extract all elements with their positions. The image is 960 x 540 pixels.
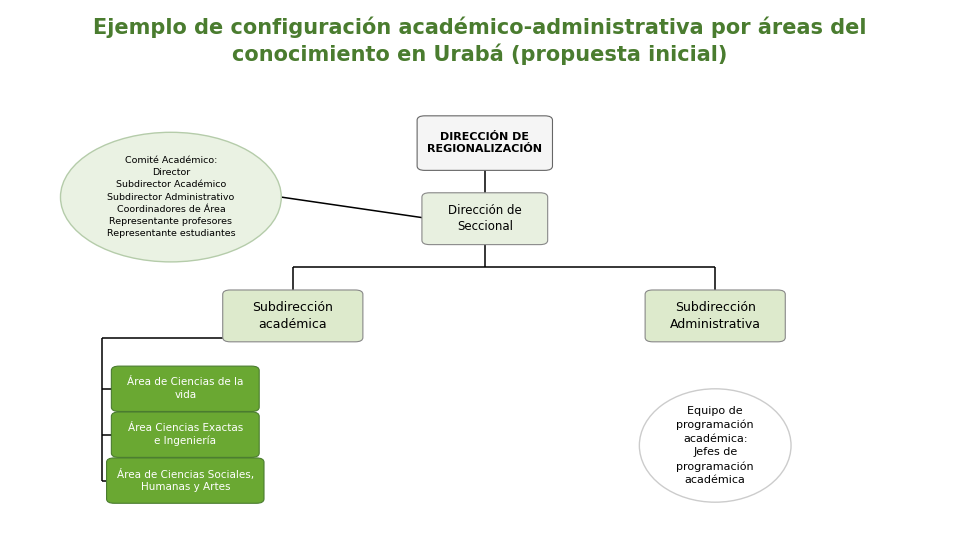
FancyBboxPatch shape	[107, 458, 264, 503]
Ellipse shape	[639, 389, 791, 502]
Text: Subdirección
Administrativa: Subdirección Administrativa	[670, 301, 760, 330]
FancyBboxPatch shape	[111, 366, 259, 411]
FancyBboxPatch shape	[645, 290, 785, 342]
Text: Área de Ciencias Sociales,
Humanas y Artes: Área de Ciencias Sociales, Humanas y Art…	[117, 469, 253, 492]
Text: Área de Ciencias de la
vida: Área de Ciencias de la vida	[127, 377, 244, 400]
FancyBboxPatch shape	[417, 116, 553, 171]
Text: Área Ciencias Exactas
e Ingeniería: Área Ciencias Exactas e Ingeniería	[128, 423, 243, 447]
FancyBboxPatch shape	[422, 193, 547, 245]
FancyBboxPatch shape	[223, 290, 363, 342]
Text: Dirección de
Seccional: Dirección de Seccional	[448, 204, 521, 233]
Text: Equipo de
programación
académica:
Jefes de
programación
académica: Equipo de programación académica: Jefes …	[677, 406, 754, 485]
Text: DIRECCIÓN DE
REGIONALIZACIÓN: DIRECCIÓN DE REGIONALIZACIÓN	[427, 132, 542, 154]
Text: Comité Académico:
Director
Subdirector Académico
Subdirector Administrativo
Coor: Comité Académico: Director Subdirector A…	[107, 156, 235, 238]
FancyBboxPatch shape	[111, 412, 259, 457]
Text: Ejemplo de configuración académico-administrativa por áreas del
conocimiento en : Ejemplo de configuración académico-admin…	[93, 16, 867, 65]
Ellipse shape	[60, 132, 281, 262]
Text: Subdirección
académica: Subdirección académica	[252, 301, 333, 330]
